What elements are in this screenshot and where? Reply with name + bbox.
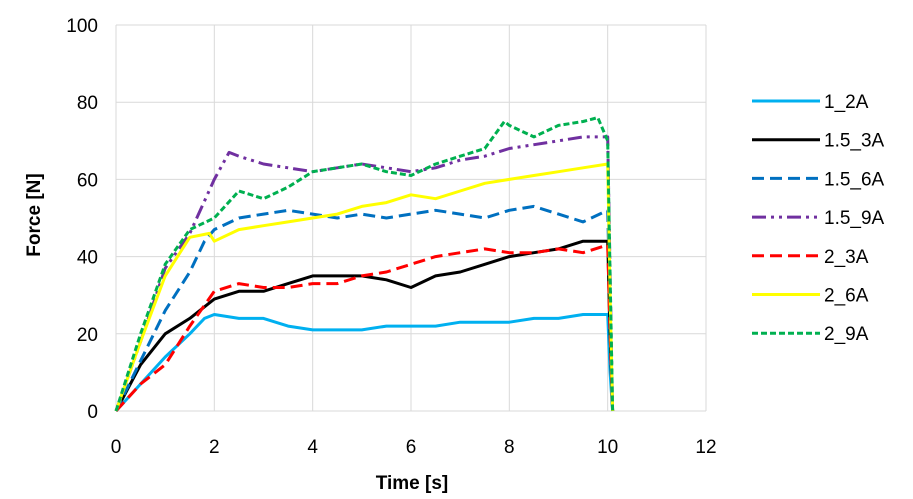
y-tick-label: 0	[87, 402, 98, 423]
series-line-1_2A	[114, 313, 615, 413]
gridlines	[115, 24, 707, 412]
y-tick-label: 80	[77, 93, 98, 114]
y-tick-label: 40	[77, 248, 98, 269]
y-axis-title: Force [N]	[24, 173, 45, 256]
series-line-2_6A	[114, 162, 615, 412]
legend-label: 2_3A	[824, 247, 869, 268]
series-line-1.5_6A	[114, 204, 615, 412]
legend-label: 1_2A	[824, 92, 869, 113]
x-tick-label: 4	[307, 437, 318, 458]
y-tick-label: 100	[66, 16, 98, 37]
series-line-2_3A	[114, 243, 615, 413]
x-tick-label: 10	[597, 437, 618, 458]
x-axis-title: Time [s]	[376, 473, 449, 494]
legend-label: 1.5_3A	[824, 131, 885, 152]
series-line-2_9A	[114, 116, 615, 412]
legend-label: 2_9A	[824, 324, 869, 345]
x-tick-label: 12	[695, 437, 716, 458]
y-tick-label: 60	[77, 170, 98, 191]
series-line-1.5_3A	[114, 239, 615, 412]
x-tick-label: 8	[504, 437, 515, 458]
x-tick-label: 6	[406, 437, 417, 458]
series-lines	[114, 116, 615, 413]
legend-label: 1.5_6A	[824, 169, 885, 190]
legend-label: 2_6A	[824, 286, 869, 307]
tick-labels: 0 20 40 60 80 100 0 2 4 6 8 10 12	[66, 16, 716, 458]
y-tick-label: 20	[77, 325, 98, 346]
legend-label: 1.5_9A	[824, 208, 885, 229]
legend: 1_2A 1.5_3A 1.5_6A 1.5_9A 2_3A 2_6A 2_9A	[752, 92, 885, 345]
series-line-1.5_9A	[114, 135, 615, 412]
x-tick-label: 0	[111, 437, 122, 458]
x-tick-label: 2	[209, 437, 220, 458]
